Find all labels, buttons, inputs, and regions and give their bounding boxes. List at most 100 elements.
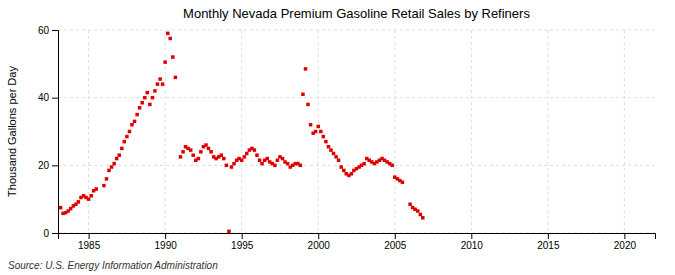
x-tick-label: 1985 — [78, 240, 101, 251]
point — [260, 162, 264, 166]
point — [322, 135, 326, 139]
point — [133, 120, 137, 124]
point — [120, 147, 124, 151]
point — [209, 150, 213, 154]
point — [138, 106, 142, 110]
point — [123, 140, 127, 144]
point — [179, 155, 183, 159]
point — [266, 157, 270, 161]
x-tick-label: 2000 — [308, 240, 331, 251]
point — [102, 184, 106, 188]
grid-line-x — [624, 30, 625, 233]
point — [225, 164, 229, 168]
y-tick: 20 — [38, 160, 58, 171]
point — [95, 187, 99, 191]
x-tick-mark — [395, 233, 396, 239]
point — [243, 155, 247, 159]
point — [191, 153, 195, 157]
point — [199, 150, 203, 154]
point — [408, 202, 412, 206]
x-axis: 1985 1990 1995 2000 2005 2010 2015 2020 — [59, 233, 656, 251]
point — [362, 162, 366, 166]
x-tick-mark — [318, 233, 319, 239]
grid-line-x — [241, 30, 242, 233]
point — [207, 147, 211, 151]
x-tick: 1995 — [231, 233, 254, 251]
point — [117, 153, 121, 157]
point — [401, 181, 405, 185]
point — [342, 169, 346, 173]
point — [135, 113, 139, 117]
point — [329, 148, 333, 152]
x-tick: 1990 — [155, 233, 178, 251]
point — [316, 125, 320, 129]
point — [419, 213, 423, 217]
point — [163, 60, 167, 64]
point — [168, 37, 172, 41]
point — [112, 162, 116, 166]
grid-line-x — [471, 30, 472, 233]
x-tick-mark — [165, 233, 166, 239]
point — [204, 143, 208, 147]
point — [350, 172, 354, 176]
point — [334, 155, 338, 159]
x-tick-label: 2005 — [384, 240, 407, 251]
point — [166, 32, 170, 35]
point — [227, 230, 231, 233]
point — [332, 152, 336, 156]
x-tick-mark — [471, 233, 472, 239]
point — [416, 209, 420, 213]
point — [153, 89, 157, 93]
x-tick-label: 2020 — [614, 240, 637, 251]
x-tick-mark — [242, 233, 243, 239]
point — [148, 103, 152, 107]
y-axis: 0 20 40 60 — [38, 25, 59, 239]
point — [59, 206, 63, 210]
point — [87, 197, 91, 201]
point — [255, 153, 259, 157]
point — [324, 140, 328, 144]
point — [222, 157, 226, 161]
points — [59, 32, 425, 233]
point — [240, 159, 244, 163]
x-tick-mark — [624, 233, 625, 239]
y-tick-mark — [52, 233, 58, 234]
y-axis-label: Thousand Gallons per Day — [6, 66, 18, 197]
y-tick: 60 — [38, 25, 58, 36]
point — [130, 123, 134, 127]
x-tick-label: 2010 — [461, 240, 484, 251]
point — [143, 96, 147, 100]
grid-line-x — [394, 30, 395, 233]
point — [161, 82, 165, 86]
x-tick-mark — [548, 233, 549, 239]
point — [145, 91, 149, 95]
grid — [58, 30, 655, 233]
point — [125, 135, 129, 139]
point — [286, 162, 290, 166]
point — [319, 130, 323, 134]
point — [151, 96, 155, 100]
source: Source: U.S. Energy Information Administ… — [8, 260, 218, 271]
point — [105, 177, 109, 181]
grid-line-y — [58, 97, 655, 98]
y-tick-label: 20 — [38, 160, 50, 171]
grid-line-x — [318, 30, 319, 233]
point — [197, 157, 201, 161]
point — [258, 159, 262, 163]
grid-line-y — [58, 30, 655, 31]
y-tick-label: 40 — [38, 92, 50, 103]
point — [309, 123, 313, 127]
point — [314, 130, 318, 134]
grid-line-x — [88, 30, 89, 233]
title: Monthly Nevada Premium Gasoline Retail S… — [183, 6, 530, 21]
point — [339, 165, 343, 169]
y-tick-label: 0 — [43, 228, 49, 239]
point — [327, 145, 331, 149]
point — [128, 130, 132, 134]
x-tick: 2010 — [461, 233, 484, 251]
x-tick: 2015 — [537, 233, 560, 251]
x-tick: 2020 — [614, 233, 637, 251]
x-tick-mark — [89, 233, 90, 239]
point — [171, 55, 175, 59]
point — [174, 76, 178, 80]
